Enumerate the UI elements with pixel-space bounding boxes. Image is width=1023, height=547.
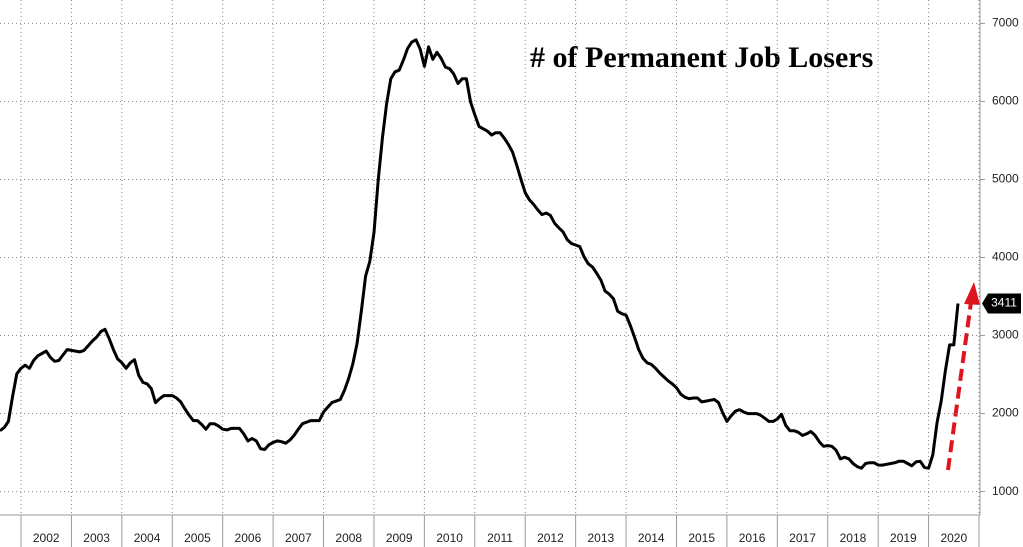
- last-value-label: 3411: [991, 296, 1017, 310]
- y-tick-label: 7000: [992, 16, 1019, 30]
- x-tick-label: 2018: [840, 531, 867, 545]
- x-tick-label: 2015: [688, 531, 715, 545]
- x-tick-label: 2007: [285, 531, 312, 545]
- y-tick-label: 4000: [992, 250, 1019, 264]
- x-tick-label: 2012: [537, 531, 564, 545]
- x-tick-label: 2010: [436, 531, 463, 545]
- x-tick-label: 2014: [638, 531, 665, 545]
- x-tick-label: 2004: [134, 531, 161, 545]
- x-tick-label: 2003: [83, 531, 110, 545]
- x-tick-label: 2006: [235, 531, 262, 545]
- last-value-box: [982, 293, 1021, 314]
- y-tick-label: 1000: [992, 484, 1019, 498]
- y-tick-label: 5000: [992, 172, 1019, 186]
- x-tick-label: 2008: [335, 531, 362, 545]
- x-tick-label: 2020: [940, 531, 967, 545]
- highlight-arrow: [946, 282, 980, 471]
- y-tick-label: 6000: [992, 94, 1019, 108]
- chart-title: # of Permanent Job Losers: [530, 41, 873, 74]
- x-tick-label: 2009: [386, 531, 413, 545]
- y-tick-label: 2000: [992, 406, 1019, 420]
- x-tick-label: 2011: [487, 531, 513, 545]
- x-tick-label: 2019: [890, 531, 917, 545]
- x-tick-label: 2013: [587, 531, 614, 545]
- series-line: [0, 38, 960, 470]
- y-tick-label: 3000: [992, 328, 1019, 342]
- x-tick-label: 2002: [33, 531, 60, 545]
- x-tick-label: 2017: [789, 531, 816, 545]
- x-tick-label: 2005: [184, 531, 211, 545]
- x-tick-label: 2016: [739, 531, 766, 545]
